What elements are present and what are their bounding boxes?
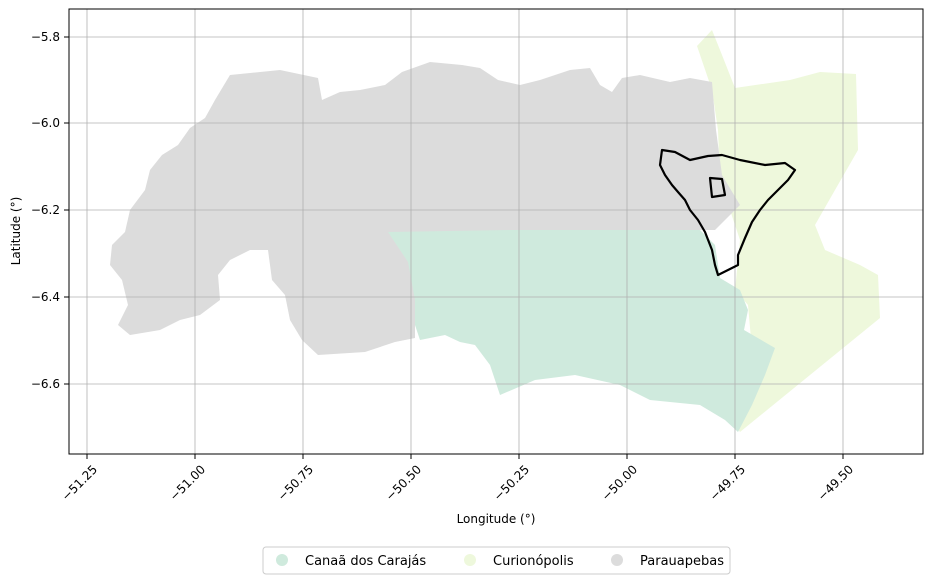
x-tick-label: −50.75 [275, 462, 316, 503]
region-canaa [383, 230, 775, 432]
axes-frame [68, 8, 924, 455]
x-tick-label: −49.75 [707, 462, 748, 503]
legend: Canaã dos Carajás Curionópolis Parauapeb… [262, 546, 731, 575]
x-tick-label: −50.25 [491, 462, 532, 503]
region-curionopolis [697, 30, 880, 432]
y-axis-title: Latitude (°) [9, 197, 23, 266]
outlined-area [658, 148, 797, 277]
map-regions [110, 30, 880, 432]
legend-label-curionopolis: Curionópolis [493, 554, 574, 569]
x-tick-label: −50.50 [383, 462, 424, 503]
x-axis-title: Longitude (°) [457, 512, 536, 526]
legend-marker-canaa [276, 554, 288, 566]
x-tick-label: −49.50 [815, 462, 856, 503]
y-tick-label: −5.8 [31, 30, 60, 44]
x-tick-label: −51.00 [167, 462, 208, 503]
legend-marker-parauapebas [611, 554, 623, 566]
legend-marker-curionopolis [464, 554, 476, 566]
x-tick-label: −50.00 [599, 462, 640, 503]
region-parauapebas [110, 62, 740, 355]
grid-lines [69, 9, 923, 454]
outline-polygon [658, 148, 797, 277]
y-tick-label: −6.0 [31, 116, 60, 130]
x-ticks [86, 454, 844, 459]
legend-label-parauapebas: Parauapebas [640, 554, 724, 569]
outline-inner-polygon [708, 176, 727, 199]
x-tick-label: −51.25 [59, 462, 100, 503]
y-tick-label: −6.4 [31, 290, 60, 304]
legend-label-canaa: Canaã dos Carajás [305, 554, 426, 569]
legend-box [262, 546, 731, 575]
y-tick-label: −6.2 [31, 203, 60, 217]
y-tick-label: −6.6 [31, 377, 60, 391]
y-ticks [64, 36, 69, 385]
